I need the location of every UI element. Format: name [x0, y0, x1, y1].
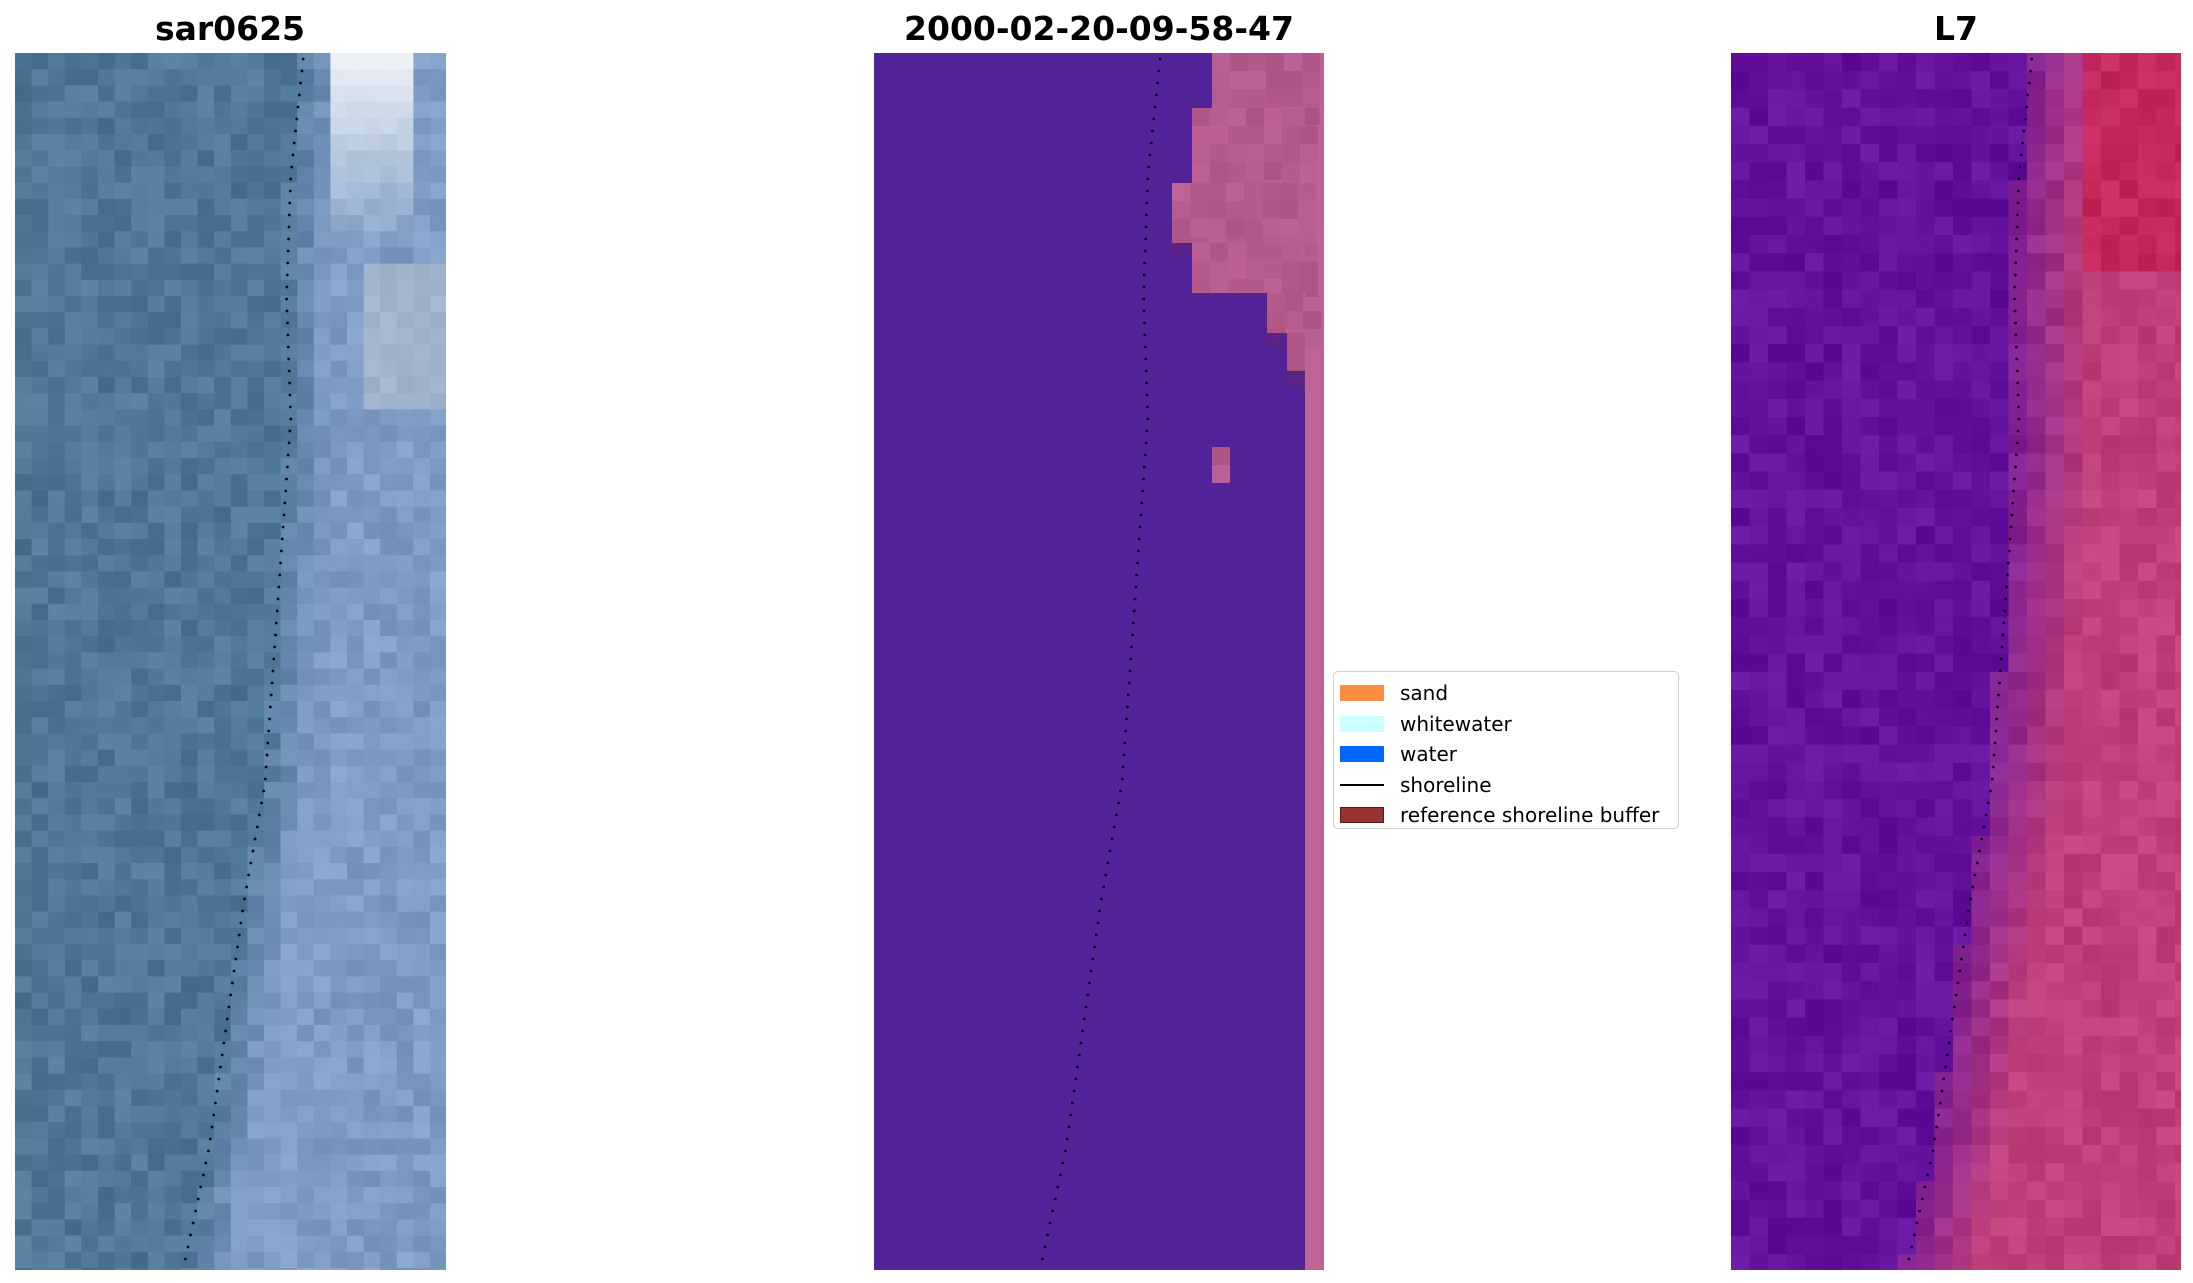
classified-image-panel — [874, 53, 1324, 1270]
legend-swatch-water — [1340, 746, 1384, 763]
reference-buffer-strip — [1305, 53, 1324, 1270]
rgb-image — [15, 53, 446, 1270]
index-image-panel — [1731, 53, 2181, 1270]
legend-item-reference-buffer: reference shoreline buffer — [1334, 800, 1678, 831]
legend-swatch-reference-buffer — [1340, 807, 1384, 824]
legend-label-reference-buffer: reference shoreline buffer — [1400, 803, 1660, 828]
index-pixels — [1731, 53, 2181, 1270]
legend-label-sand: sand — [1400, 681, 1449, 706]
legend-swatch-whitewater — [1340, 715, 1384, 732]
rgb-pixels — [15, 53, 446, 1270]
legend-item-sand: sand — [1334, 678, 1678, 709]
legend-item-shoreline: shoreline — [1334, 770, 1678, 801]
legend-swatch-sand — [1340, 685, 1384, 702]
rgb-image-panel — [15, 53, 446, 1270]
legend-item-water: water — [1334, 739, 1678, 770]
shoreline-dots — [1041, 57, 1162, 1261]
legend-item-whitewater: whitewater — [1334, 709, 1678, 740]
legend: sand whitewater water shoreline referenc… — [1333, 671, 1679, 829]
classified-image — [874, 53, 1324, 1270]
panel-title-rgb: sar0625 — [154, 9, 306, 48]
shoreline-dots — [184, 57, 305, 1261]
panel-title-classified: 2000-02-20-09-58-47 — [904, 9, 1294, 48]
shoreline-dots — [1907, 57, 2034, 1261]
panel-title-index: L7 — [1934, 9, 1978, 48]
legend-label-shoreline: shoreline — [1400, 772, 1492, 797]
legend-label-whitewater: whitewater — [1400, 711, 1512, 736]
legend-label-water: water — [1400, 742, 1457, 767]
reference-buffer-area — [1172, 53, 1321, 483]
index-image — [1731, 53, 2181, 1270]
legend-line-shoreline — [1340, 783, 1384, 786]
